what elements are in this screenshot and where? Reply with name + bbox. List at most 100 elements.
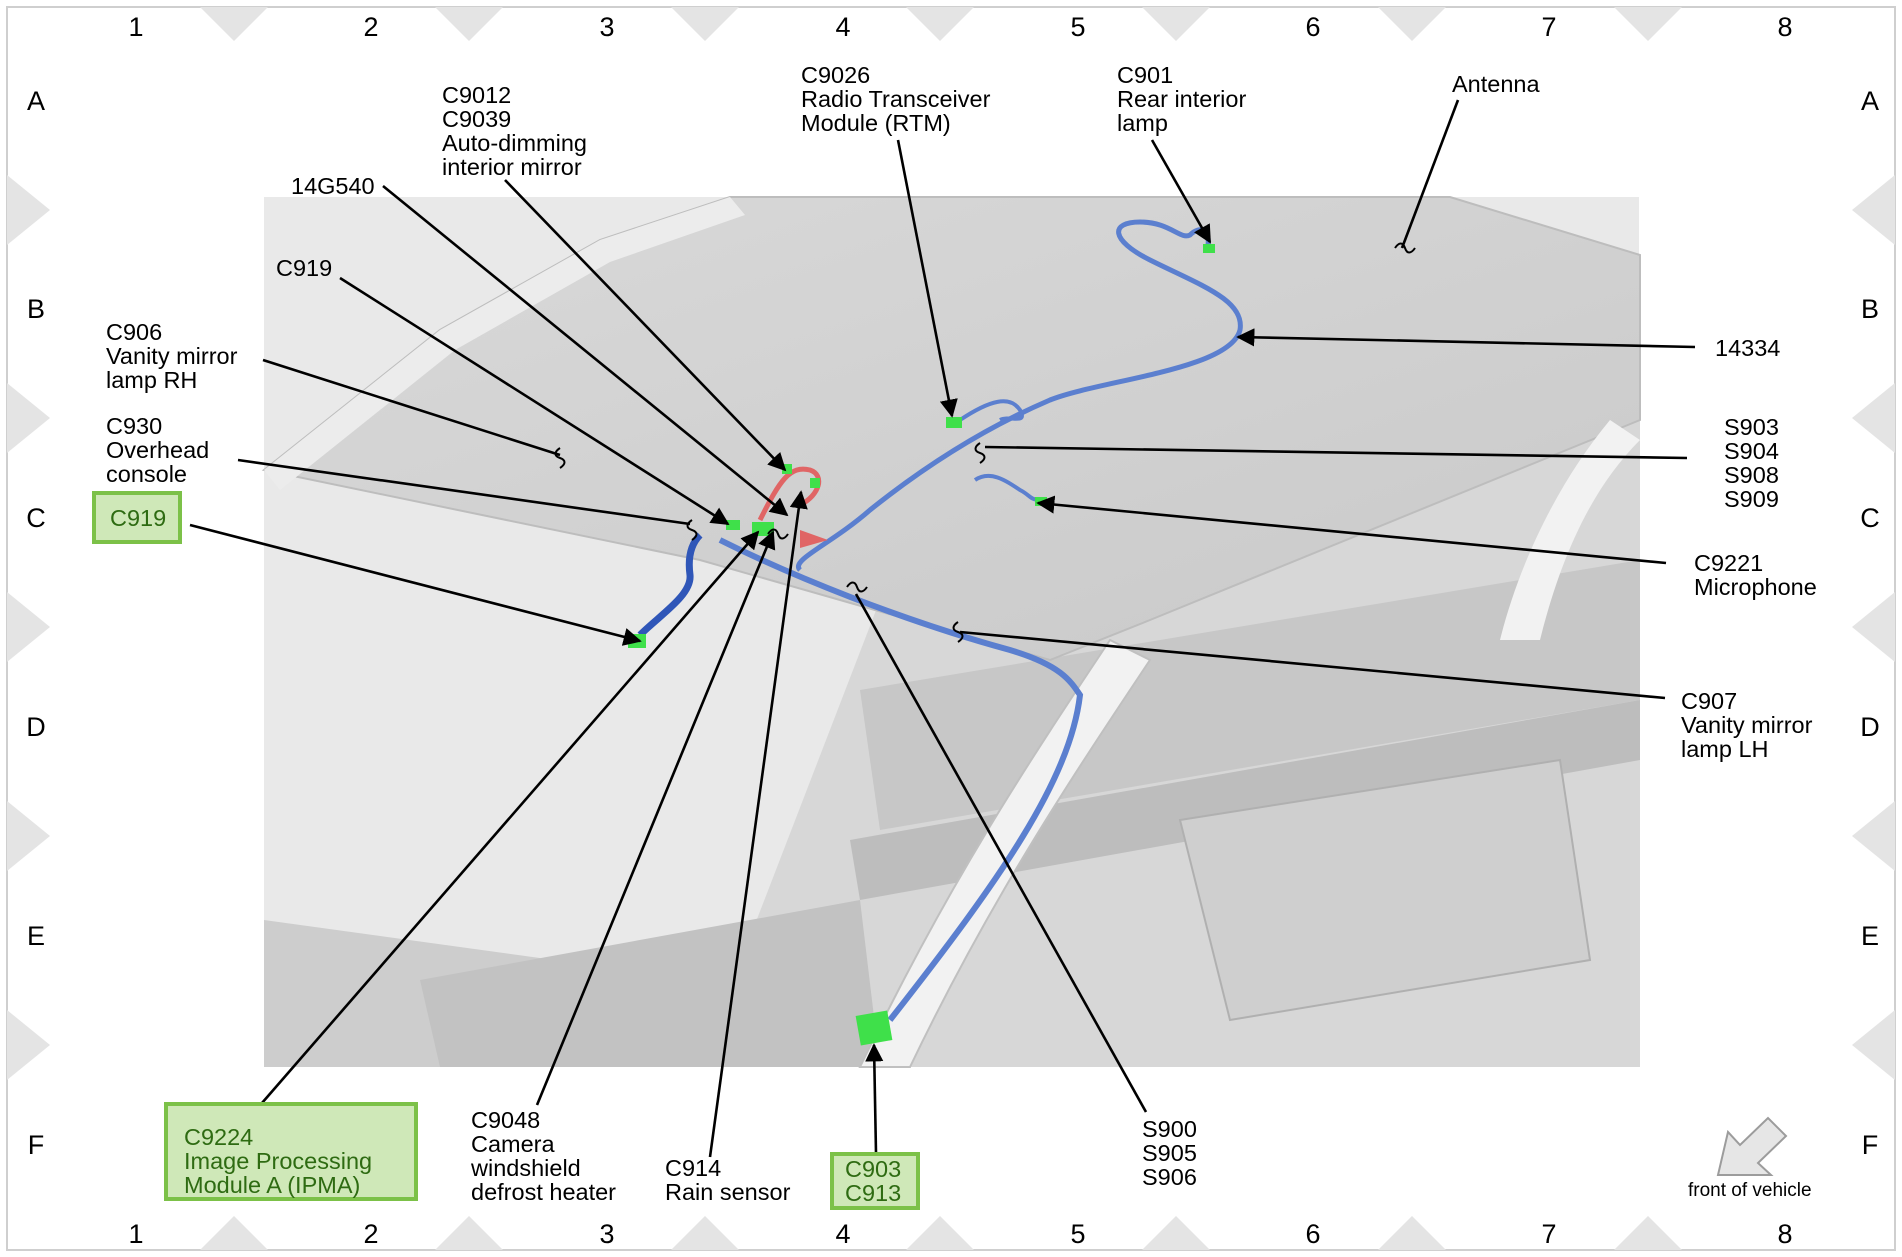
grid-row-a: A [1861, 86, 1879, 116]
front-arrow-icon [1716, 1116, 1788, 1176]
splice-tilde-icon [846, 581, 868, 593]
highlight-boxes [92, 491, 920, 1210]
label-c9224-line: C9224 [184, 1124, 253, 1150]
diamond-marker-icon [7, 175, 50, 245]
frame-markers-top [200, 7, 1682, 41]
label-c914-line: C914 [665, 1155, 721, 1181]
harness-mirror [757, 466, 822, 522]
diamond-marker-icon [1378, 1216, 1446, 1250]
grid-column-3: 3 [599, 12, 614, 42]
leader-c9048 [535, 530, 776, 1106]
frame-markers-left [7, 175, 50, 1080]
label-s900: S900 S905 S906 [1142, 1116, 1203, 1190]
diamond-marker-icon [200, 7, 268, 41]
grid-row-b: B [27, 294, 45, 324]
roof-front-rail [264, 197, 745, 490]
grid-row-d: D [26, 712, 46, 742]
label-c906: C906 Vanity mirror lamp RH [106, 319, 244, 393]
diamond-marker-icon [435, 1216, 503, 1250]
diamond-marker-icon [435, 7, 503, 41]
label-c9048-line: Camera [471, 1131, 556, 1157]
harness-rtm-branch [958, 399, 1024, 422]
grid-row-c: C [1860, 503, 1880, 533]
leader-c9012 [504, 179, 787, 472]
diamond-marker-icon [1378, 7, 1446, 41]
grid-column-2: 2 [363, 12, 378, 42]
leader-c9221 [1036, 495, 1667, 565]
label-14334: 14334 [1715, 335, 1780, 361]
front-of-vehicle-label: front of vehicle [1688, 1180, 1812, 1201]
highlight-box-c9224 [164, 1102, 418, 1201]
grid-column-3: 3 [599, 1219, 614, 1249]
leader-c901 [1150, 139, 1212, 244]
label-c907-line: C907 [1681, 688, 1737, 714]
diamond-marker-icon [671, 7, 739, 41]
label-c9012-line: C9039 [442, 106, 511, 132]
label-c907: C907 Vanity mirror lamp LH [1681, 688, 1819, 762]
grid-column-2: 2 [363, 1219, 378, 1249]
label-c906-line: lamp RH [106, 367, 197, 393]
diamond-marker-icon [7, 383, 50, 453]
label-c906-line: Vanity mirror [106, 343, 238, 369]
label-c9048-line: defrost heater [471, 1179, 616, 1205]
grid-column-labels-top: 1 2 3 4 5 6 7 8 [128, 12, 1792, 42]
label-antenna: Antenna [1452, 71, 1540, 97]
grid-row-a: A [27, 86, 45, 116]
leader-c930 [237, 458, 691, 526]
label-c901-line: Rear interior [1117, 86, 1246, 112]
grid-column-6: 6 [1305, 1219, 1320, 1249]
diamond-marker-icon [200, 1216, 268, 1250]
label-c930-line: console [106, 461, 187, 487]
connector-c901 [1203, 244, 1215, 253]
diamond-marker-icon [1852, 383, 1895, 453]
grid-row-d: D [1860, 712, 1880, 742]
grid-column-7: 7 [1541, 1219, 1556, 1249]
floor-panel [1178, 758, 1592, 1022]
label-c9221: C9221 Microphone [1694, 550, 1817, 600]
label-c907-line: lamp LH [1681, 736, 1769, 762]
label-c903-line: C903 [845, 1156, 901, 1182]
diamond-marker-icon [1852, 801, 1895, 871]
grid-row-b: B [1861, 294, 1879, 324]
label-c903-line: C913 [845, 1180, 901, 1206]
diamond-marker-icon [906, 7, 974, 41]
grid-row-c: C [26, 503, 46, 533]
label-c914-line: Rain sensor [665, 1179, 791, 1205]
label-c9221-line: Microphone [1694, 574, 1817, 600]
label-c9012-line: interior mirror [442, 154, 582, 180]
leader-c919-box [189, 523, 642, 646]
front-of-vehicle-indicator: front of vehicle [1688, 1116, 1812, 1201]
leader-c9026 [896, 139, 958, 418]
label-c901: C901 Rear interior lamp [1117, 62, 1253, 136]
splice-tilde-icon [952, 621, 964, 643]
grid-column-labels-bottom: 1 2 3 4 5 6 7 8 [128, 1219, 1792, 1249]
label-c9048: C9048 Camera windshield defrost heater [470, 1107, 616, 1205]
label-c9012: C9012 C9039 Auto-dimming interior mirror [442, 82, 594, 180]
label-14g540-line: 14G540 [291, 173, 375, 199]
frame-markers-right [1852, 175, 1895, 1080]
label-s903: S903 S904 S908 S909 [1724, 414, 1785, 512]
callout-labels: C9012 C9039 Auto-dimming interior mirror… [106, 62, 1819, 1206]
grid-row-e: E [27, 921, 45, 951]
label-c9026: C9026 Radio Transceiver Module (RTM) [801, 62, 997, 136]
label-s903-line: S908 [1724, 462, 1779, 488]
label-c930-line: Overhead [106, 437, 209, 463]
label-c9048-line: C9048 [471, 1107, 540, 1133]
label-c906-line: C906 [106, 319, 162, 345]
leader-s900 [854, 593, 1148, 1113]
splice-tilde-icon [974, 442, 986, 464]
label-c9026-line: Radio Transceiver [801, 86, 991, 112]
label-s900-line: S906 [1142, 1164, 1197, 1190]
label-c930: C930 Overhead console [106, 413, 216, 487]
b-pillar [1500, 420, 1640, 640]
grid-column-1: 1 [128, 1219, 143, 1249]
leader-c906 [262, 358, 561, 457]
leader-s903 [984, 445, 1688, 460]
leader-c914 [708, 490, 808, 1158]
diamond-marker-icon [1852, 175, 1895, 245]
label-s903-line: S904 [1724, 438, 1779, 464]
label-c9224-line: Image Processing [184, 1148, 372, 1174]
seat-frame-lower [850, 700, 1640, 900]
frame-markers-bottom [200, 1216, 1682, 1250]
leader-14334 [1236, 328, 1696, 349]
